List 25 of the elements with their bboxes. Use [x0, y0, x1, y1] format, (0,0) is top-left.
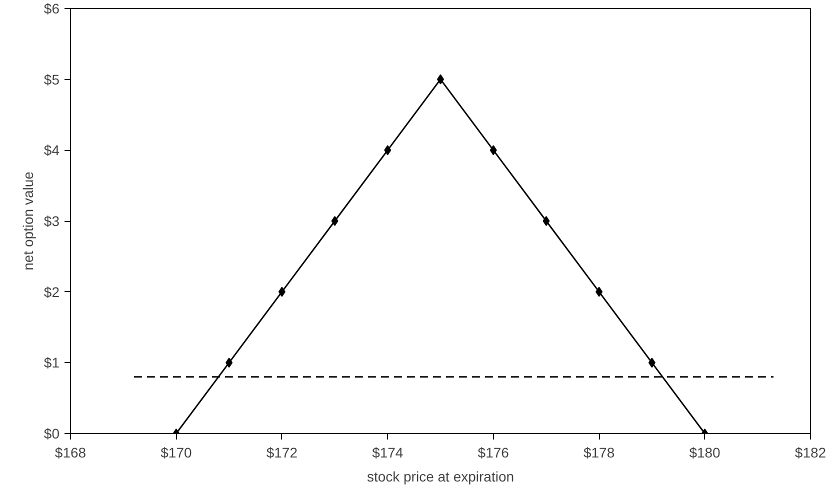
- y-tick-label: $3: [44, 213, 60, 229]
- y-tick-label: $2: [44, 284, 60, 300]
- x-tick-label: $174: [372, 444, 404, 460]
- x-tick-label: $182: [794, 444, 826, 460]
- point: [278, 286, 286, 297]
- point: [331, 216, 338, 226]
- y-axis-title: net option value: [20, 171, 36, 270]
- y-tick-label: $6: [44, 0, 60, 16]
- y-tick-label: $0: [44, 426, 60, 442]
- point: [226, 358, 233, 368]
- point: [384, 145, 392, 156]
- x-tick-label: $180: [689, 444, 721, 460]
- point: [648, 358, 656, 368]
- x-tick-label: $170: [160, 444, 192, 460]
- point: [596, 286, 603, 297]
- point: [490, 145, 497, 156]
- y-tick-label: $5: [44, 71, 60, 88]
- x-tick-label: $168: [54, 444, 86, 460]
- point: [542, 216, 550, 226]
- y-tick-label: $1: [44, 354, 60, 371]
- x-tick-label: $176: [478, 444, 510, 460]
- x-tick-label: $178: [584, 444, 615, 460]
- y-tick-label: $4: [44, 142, 60, 158]
- x-axis-title: stock price at expiration: [366, 468, 514, 484]
- x-tick-label: $172: [266, 444, 298, 460]
